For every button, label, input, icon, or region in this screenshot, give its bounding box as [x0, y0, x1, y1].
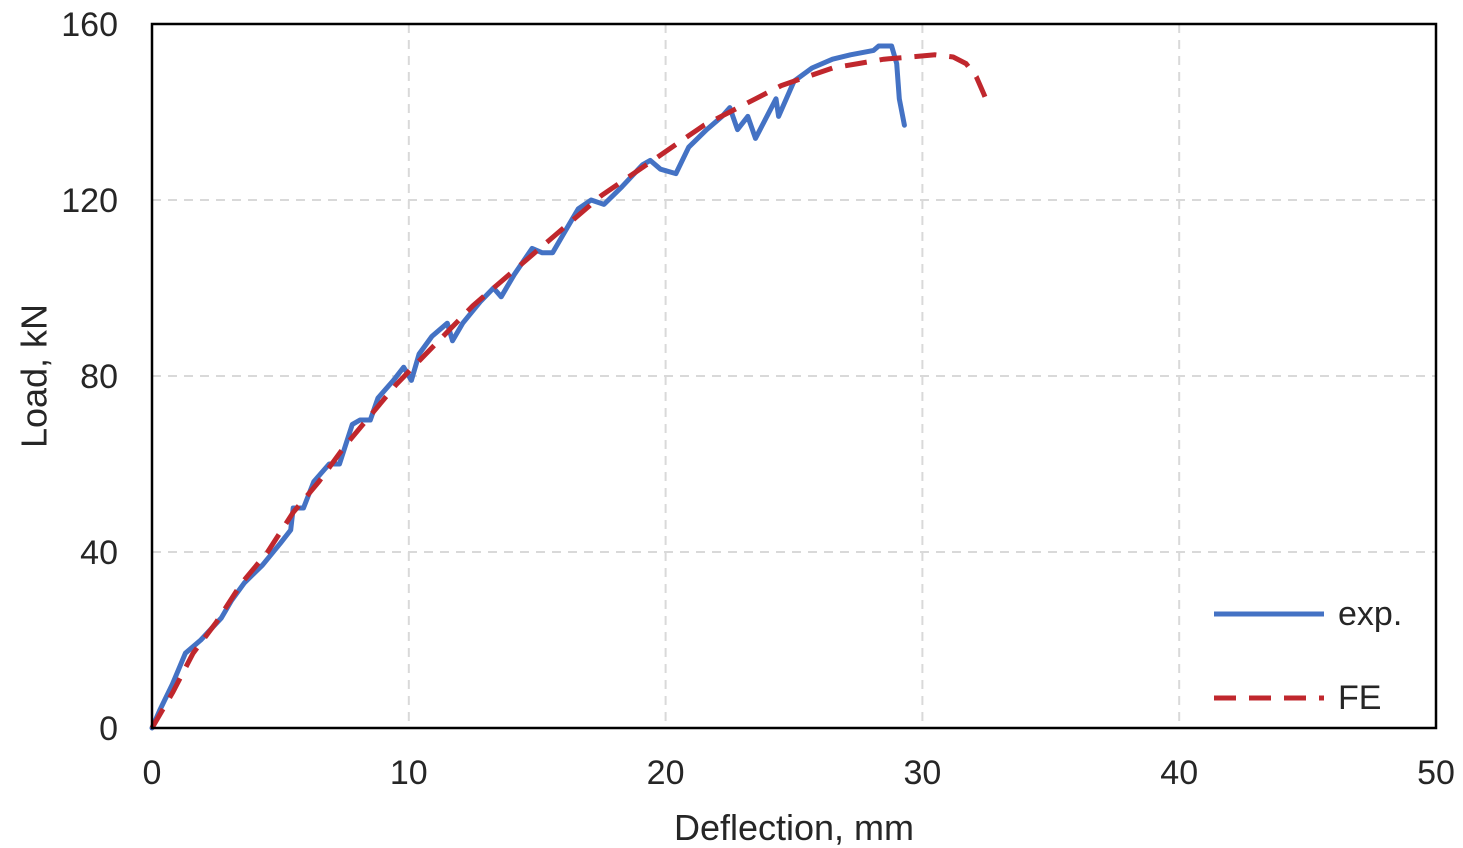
plot-area-frame [150, 22, 1438, 730]
series-line-fe [149, 52, 992, 730]
x-axis-title: Deflection, mm [674, 807, 914, 848]
x-tick-label: 10 [390, 754, 428, 792]
x-axis-tick-labels: 0 10 20 30 40 50 [143, 754, 1455, 792]
legend-label: exp. [1338, 595, 1402, 633]
x-tick-label: 20 [647, 754, 685, 792]
y-tick-label: 0 [99, 710, 118, 748]
x-tick-label: 0 [143, 754, 162, 792]
x-tick-label: 30 [903, 754, 941, 792]
legend-label: FE [1338, 679, 1381, 717]
grid-lines [152, 24, 1436, 728]
series-lines [149, 43, 992, 731]
x-tick-label: 40 [1160, 754, 1198, 792]
series-line-exp [149, 43, 907, 731]
legend: exp. FE [1214, 595, 1402, 717]
y-tick-label: 160 [61, 6, 118, 44]
y-tick-label: 120 [61, 182, 118, 220]
y-tick-label: 80 [80, 358, 118, 396]
y-axis-tick-labels: 0 40 80 120 160 [61, 6, 118, 748]
x-tick-label: 50 [1417, 754, 1455, 792]
y-tick-label: 40 [80, 534, 118, 572]
y-axis-title: Load, kN [14, 304, 55, 448]
